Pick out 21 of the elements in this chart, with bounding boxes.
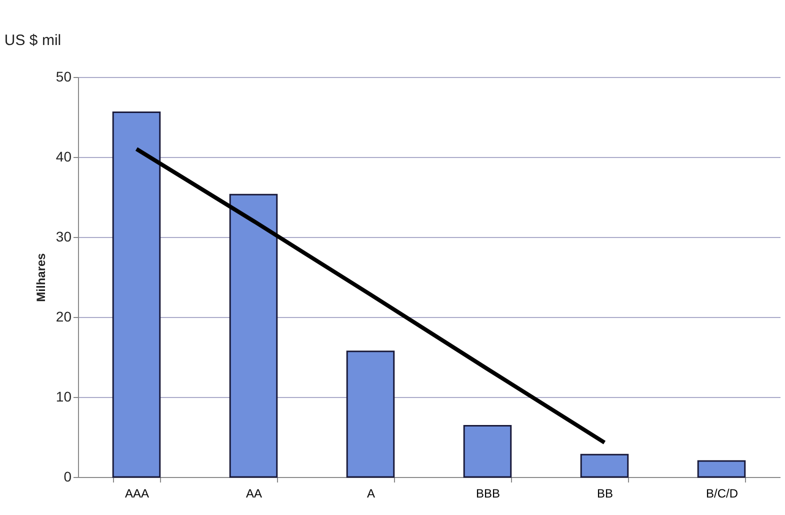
y-axis-title: Milhares [34,252,48,302]
bar [229,194,278,478]
bar [346,350,395,478]
line-series [134,147,606,445]
x-tick-label: BB [596,486,614,500]
chart-title: US $ mil [4,32,62,49]
bar [112,111,161,478]
x-tick-label: B/C/D [706,486,738,500]
x-tick-label: A [366,486,376,500]
y-tick-label: 40 [56,148,72,164]
y-tick-label: 0 [64,468,72,484]
x-tick-label: AA [246,486,262,500]
y-tick-label: 50 [56,68,72,84]
x-tick-label: AAA [124,486,150,500]
y-tick-label: 30 [56,228,72,244]
bar [580,454,629,478]
x-tick-label: BBB [476,486,500,500]
y-tick-label: 10 [56,388,72,404]
y-tick-label: 20 [56,308,72,324]
bar [463,425,512,478]
bar [697,460,746,478]
